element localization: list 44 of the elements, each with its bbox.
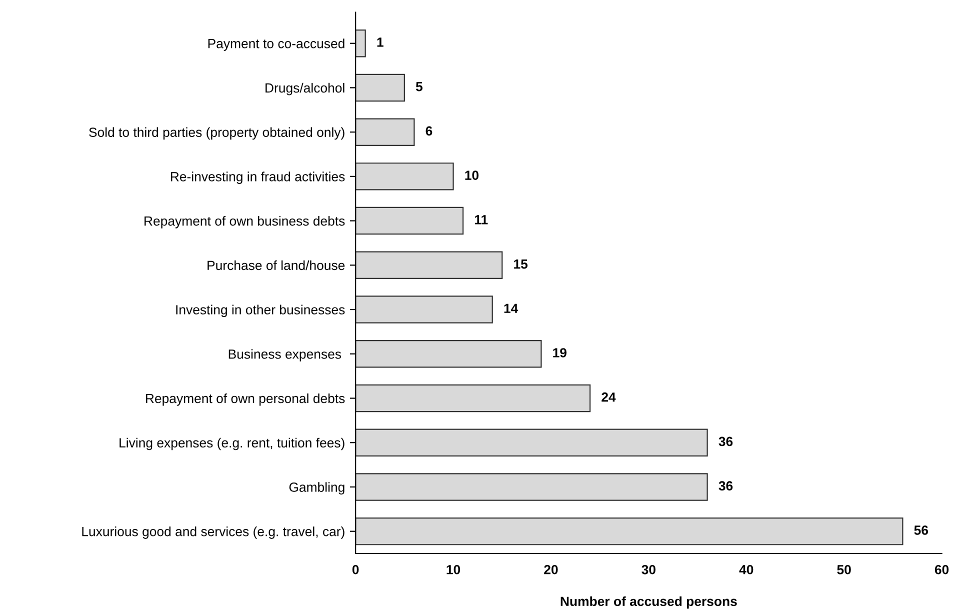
data-label: 24 — [602, 392, 616, 402]
y-tick-label: Business expenses — [228, 349, 342, 362]
y-tick-label: Repayment of own business debts — [144, 216, 345, 228]
bar — [356, 118, 415, 146]
bar — [356, 206, 464, 235]
bar — [356, 296, 493, 324]
data-label: 11 — [474, 215, 488, 224]
x-tick-label: 10 — [446, 564, 460, 574]
x-tick-label: 20 — [544, 564, 558, 574]
y-tick-label: Repayment of own personal debts — [146, 393, 345, 406]
bar — [356, 473, 708, 501]
y-tick-label: Investing in other businesses — [176, 304, 345, 318]
data-label: 14 — [504, 304, 518, 313]
data-label: 56 — [914, 526, 928, 535]
y-tick-label: Purchase of land/house — [208, 260, 345, 270]
data-label: 6 — [426, 126, 432, 136]
bar — [356, 340, 542, 368]
bar — [356, 29, 366, 58]
y-tick-label: Re-investing in fraud activities — [170, 172, 345, 184]
y-tick-label: Gambling — [289, 482, 344, 494]
data-label: 1 — [377, 38, 384, 47]
bar — [356, 428, 708, 456]
x-tick-label: 50 — [837, 564, 851, 574]
y-tick-label: Living expenses (e.g. rent, tuition fees) — [120, 438, 344, 450]
x-tick-label: 40 — [739, 564, 754, 574]
data-label: 10 — [465, 170, 479, 180]
bar — [356, 251, 503, 280]
data-label: 5 — [416, 82, 422, 92]
x-axis-title: Number of accused persons — [560, 596, 737, 609]
y-tick-label: Payment to co-accused — [208, 38, 344, 51]
y-tick-label: Luxurious good and services (e.g. travel, car) — [82, 526, 344, 539]
data-label: 36 — [718, 436, 733, 446]
data-label: 36 — [718, 481, 733, 491]
x-tick-label: 0 — [352, 564, 359, 574]
data-label: 15 — [514, 259, 528, 269]
bar — [356, 517, 904, 546]
y-tick-label: Sold to third parties (property obtained only) — [89, 127, 344, 140]
x-tick-label: 60 — [934, 564, 949, 574]
y-tick-label: Drugs/alcohol — [266, 82, 344, 96]
bar — [356, 384, 591, 412]
data-label: 19 — [553, 348, 566, 358]
bar — [356, 74, 405, 102]
bar — [356, 162, 454, 190]
x-tick-label: 30 — [642, 564, 656, 574]
